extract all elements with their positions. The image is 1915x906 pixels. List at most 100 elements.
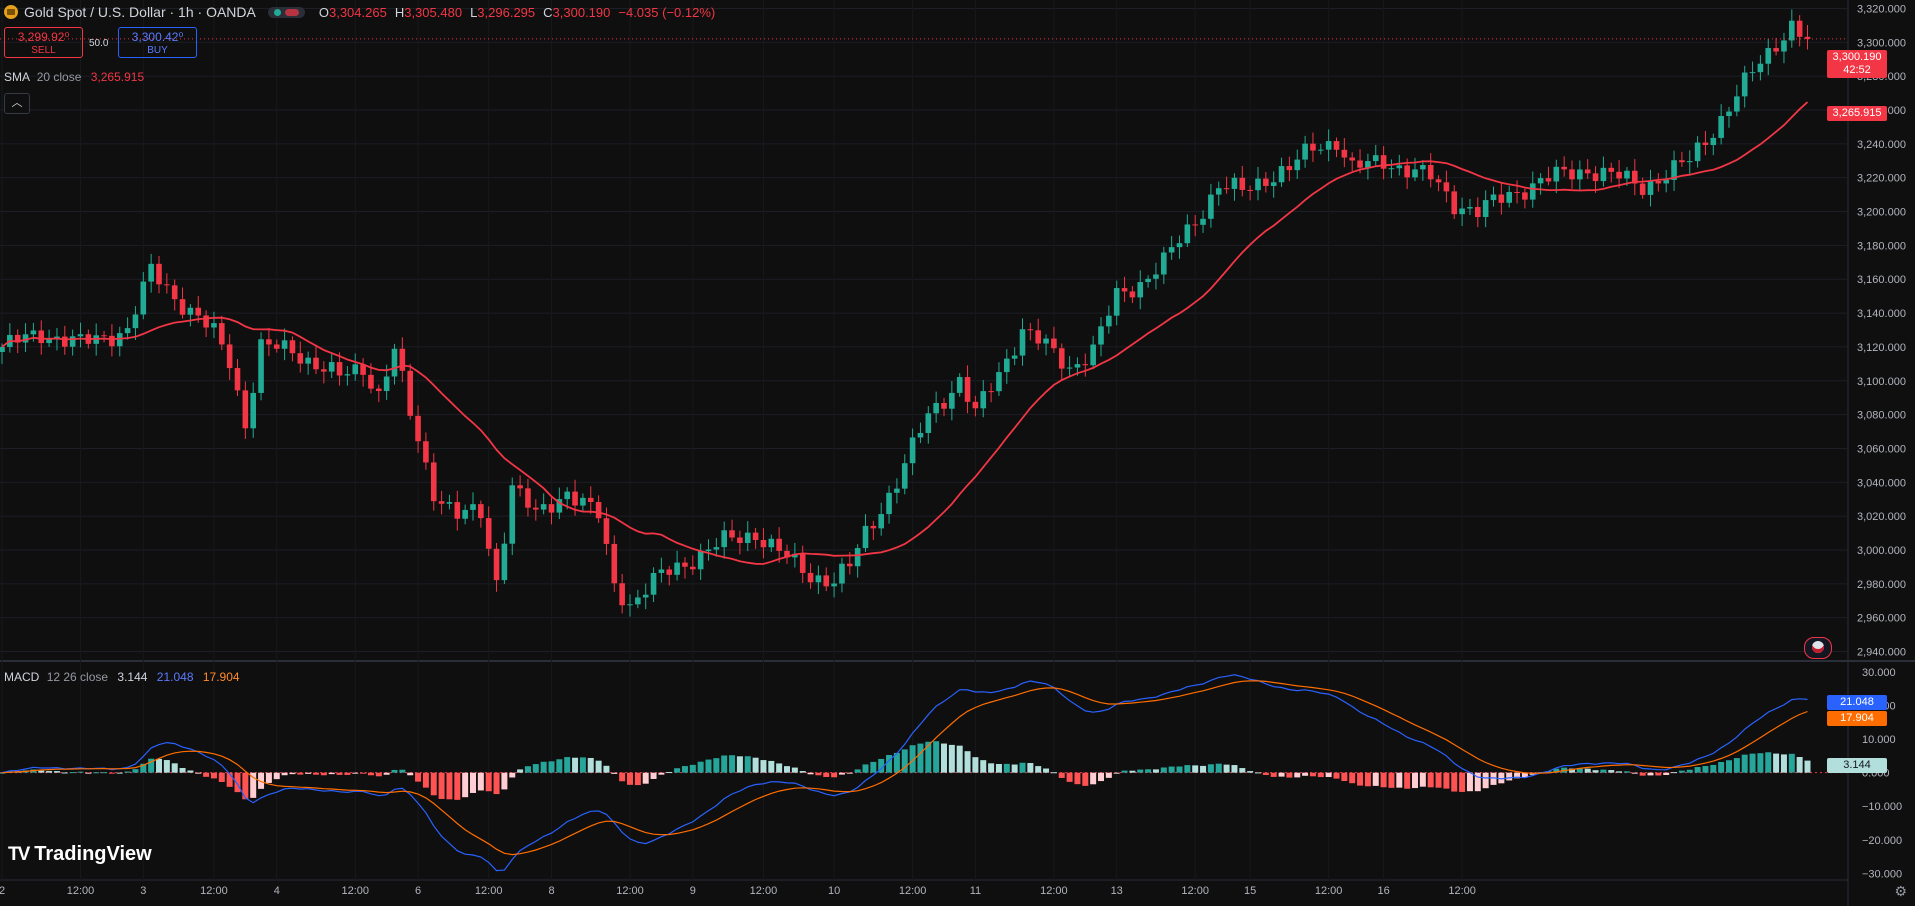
candle-body [949, 392, 955, 409]
candle-body [1184, 224, 1191, 244]
macd-histogram-bar [1451, 772, 1458, 792]
candle-body [1357, 160, 1363, 168]
time-tick-label: 12:00 [475, 885, 503, 897]
buy-button[interactable]: 3,300.42⁰ BUY [118, 27, 197, 58]
candle-body [1286, 166, 1293, 171]
candle-body [109, 335, 115, 347]
macd-histogram-bar [61, 772, 68, 774]
macd-histogram-bar [1804, 760, 1811, 773]
candle-body [368, 374, 374, 389]
macd-histogram-bar [556, 759, 563, 773]
macd-histogram-bar [1592, 770, 1599, 773]
macd-histogram-bar [627, 772, 633, 785]
candle-body [250, 392, 256, 429]
candle-body [46, 339, 52, 344]
sell-button[interactable]: 3,299.92⁰ SELL [4, 27, 83, 58]
candle-body [1592, 173, 1599, 182]
candle-body [1577, 169, 1583, 180]
candle-body [862, 525, 869, 549]
candle-body [1529, 183, 1536, 200]
macd-histogram-bar [1082, 772, 1089, 786]
candle-body [1789, 20, 1795, 41]
candle-body [164, 284, 170, 286]
macd-histogram-bar [1278, 772, 1285, 777]
macd-histogram-bar [367, 772, 374, 776]
candle-body [1734, 96, 1740, 112]
macd-histogram-bar [399, 769, 406, 773]
time-tick-label: 12:00 [899, 885, 927, 897]
macd-histogram-bar [360, 772, 367, 774]
market-status-pill[interactable] [267, 6, 305, 18]
macd-histogram-bar [1066, 772, 1073, 782]
macd-histogram-bar [831, 772, 838, 778]
candle-body [1671, 160, 1677, 180]
macd-histogram-bar [1074, 772, 1081, 785]
candle-body [1600, 167, 1607, 182]
macd-histogram-bar [320, 772, 327, 776]
ohlc-close-label: C [543, 4, 553, 20]
macd-histogram-bar [1600, 769, 1607, 773]
macd-histogram-bar [477, 772, 484, 791]
macd-histogram-bar [705, 759, 712, 773]
candle-body [619, 583, 625, 606]
collapse-indicators-button[interactable]: ︿ [4, 93, 30, 114]
macd-histogram-bar [1129, 770, 1136, 773]
candle-body [1200, 218, 1206, 225]
candle-body [1027, 329, 1034, 331]
candle-body [784, 550, 790, 558]
macd-histogram-bar [729, 755, 736, 773]
candle-body [650, 572, 657, 595]
candle-body [525, 488, 531, 508]
us-flag-event-icon[interactable] [1804, 637, 1832, 659]
candle-body [470, 504, 476, 510]
macd-histogram-bar [1043, 768, 1050, 773]
tradingview-logo[interactable]: TV TradingView [8, 843, 152, 866]
macd-histogram-bar [1474, 772, 1481, 792]
candle-body [454, 502, 461, 519]
market-open-icon [273, 8, 281, 16]
candle-body [22, 334, 29, 343]
time-tick-label: 2 [0, 885, 5, 897]
symbol-title[interactable]: Gold Spot / U.S. Dollar · 1h · OANDA [24, 4, 256, 20]
candle-body [894, 488, 900, 493]
candle-body [823, 575, 830, 587]
macd-histogram-bar [1309, 772, 1316, 777]
macd-histogram-bar [925, 741, 932, 773]
time-tick-label: 13 [1111, 885, 1123, 897]
macd-histogram-bar [1003, 763, 1010, 773]
macd-histogram-bar [1490, 772, 1497, 785]
macd-histogram-bar [972, 757, 979, 773]
macd-histogram-bar [1623, 771, 1630, 773]
candle-body [1121, 288, 1128, 292]
candle-body [1584, 169, 1591, 174]
macd-histogram-bar [226, 772, 233, 787]
macd-histogram-bar [1694, 767, 1701, 773]
candle-body [203, 315, 209, 328]
macd-line [1, 674, 1808, 872]
time-tick-label: 16 [1377, 885, 1389, 897]
candle-body [116, 333, 123, 347]
candle-body [352, 364, 359, 375]
candle-body [690, 566, 696, 570]
macd-histogram-bar [1357, 772, 1364, 786]
macd-legend[interactable]: MACD 12 26 close 3.144 21.048 17.904 [4, 670, 240, 684]
macd-histogram-bar [1780, 754, 1787, 773]
sma-legend[interactable]: SMA 20 close 3,265.915 [4, 70, 144, 84]
sell-label: SELL [31, 45, 56, 56]
candle-body [988, 391, 994, 393]
candle-body [1506, 191, 1512, 203]
candle-body [1215, 188, 1222, 195]
macd-histogram-bar [1514, 772, 1521, 779]
candle-body [1043, 338, 1049, 344]
candle-body [674, 562, 680, 575]
macd-tick-label: 10.000 [1862, 734, 1896, 746]
time-tick-label: 12:00 [1181, 885, 1209, 897]
gear-icon[interactable]: ⚙ [1894, 883, 1907, 899]
candle-body [1624, 170, 1630, 179]
candle-body [344, 374, 351, 376]
macd-histogram-bar [1788, 753, 1795, 773]
candle-body [792, 553, 798, 558]
candle-body [1514, 191, 1520, 193]
macd-histogram-bar [93, 772, 100, 774]
